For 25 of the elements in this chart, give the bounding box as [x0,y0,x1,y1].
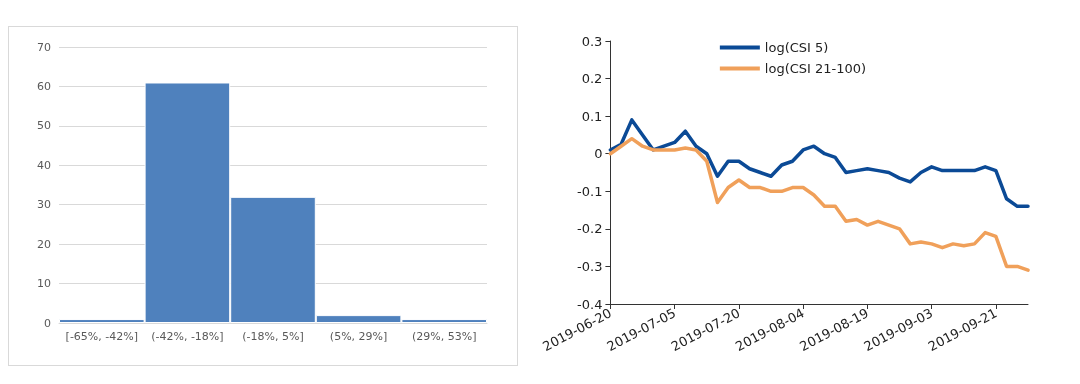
line-series [608,136,1030,272]
y-tick-label: 20 [37,237,51,251]
y-tick-label: 0.3 [581,33,603,49]
legend-label: log(CSI 21-100) [764,61,867,76]
x-tick-label: (5%, 29%] [329,330,388,343]
y-tick-label: 60 [37,79,51,93]
x-tick-label: (-18%, 5%] [242,330,304,343]
y-tick-label: 50 [37,119,51,133]
y-tick-label: 0.2 [581,71,603,87]
y-tick-label: 0 [594,146,603,162]
y-tick-label: -0.3 [577,258,603,274]
x-tick-label: (29%, 53%] [411,330,477,343]
y-tick-label: -0.1 [577,183,603,199]
legend-label: log(CSI 5) [764,40,829,55]
y-tick-label: 0.1 [581,108,603,124]
y-tick-label: 30 [37,198,51,212]
x-tick-label: [-65%, -42%] [65,330,139,343]
line-series [608,118,1030,209]
y-tick-label: -0.2 [577,221,603,237]
y-tick-label: -0.4 [577,296,603,312]
y-tick-label: 70 [37,40,51,54]
x-tick-label: (-42%, -18%] [151,330,224,343]
y-tick-label: 10 [37,277,51,291]
y-tick-label: 40 [37,158,51,172]
y-tick-label: 0 [44,316,51,330]
